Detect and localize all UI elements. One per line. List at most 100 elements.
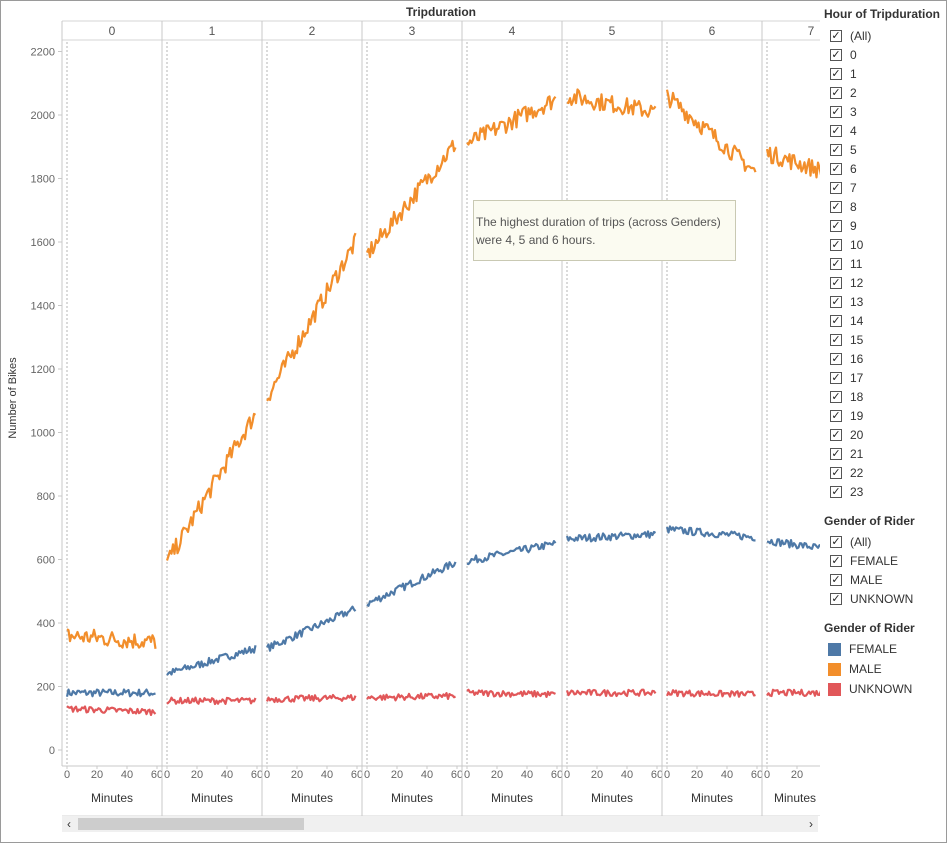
- hour-filter-label: 19: [850, 409, 864, 423]
- checkbox-checked-icon[interactable]: ✓: [830, 409, 842, 422]
- hour-filter-item[interactable]: ✓ 6: [830, 160, 857, 178]
- checkbox-checked-icon[interactable]: ✓: [830, 390, 842, 403]
- x-tick-label: 20: [691, 769, 703, 781]
- checkbox-checked-icon[interactable]: ✓: [830, 371, 842, 384]
- pane-header-label: 1: [209, 24, 216, 38]
- x-tick-label: 60: [351, 769, 363, 781]
- horizontal-scrollbar[interactable]: ‹ ›: [62, 816, 818, 832]
- checkbox-checked-icon[interactable]: ✓: [830, 48, 842, 61]
- checkbox-checked-icon[interactable]: ✓: [830, 295, 842, 308]
- checkbox-checked-icon[interactable]: ✓: [830, 181, 842, 194]
- checkbox-checked-icon[interactable]: ✓: [830, 143, 842, 156]
- legend-label: UNKNOWN: [849, 682, 913, 696]
- checkbox-checked-icon[interactable]: ✓: [830, 276, 842, 289]
- checkbox-checked-icon[interactable]: ✓: [830, 238, 842, 251]
- x-tick-label: 20: [191, 769, 203, 781]
- hour-filter-item[interactable]: ✓ 5: [830, 141, 857, 159]
- hour-filter-item[interactable]: ✓ 12: [830, 274, 863, 292]
- checkbox-checked-icon[interactable]: ✓: [830, 162, 842, 175]
- series-line-male: [365, 139, 457, 259]
- hour-filter-item[interactable]: ✓ 13: [830, 293, 863, 311]
- hour-filter-item[interactable]: ✓ 8: [830, 198, 857, 216]
- checkbox-checked-icon[interactable]: ✓: [830, 29, 842, 42]
- hour-filter-item[interactable]: ✓ 15: [830, 331, 863, 349]
- checkbox-checked-icon[interactable]: ✓: [830, 200, 842, 213]
- legend-swatch: [828, 642, 841, 656]
- hour-filter-item[interactable]: ✓ 11: [830, 255, 862, 273]
- hour-filter-item[interactable]: ✓ 3: [830, 103, 857, 121]
- hour-filter-item[interactable]: ✓ 18: [830, 388, 863, 406]
- hour-filter-label: 3: [850, 105, 857, 119]
- checkbox-checked-icon[interactable]: ✓: [830, 352, 842, 365]
- chart-title: Tripduration: [406, 5, 476, 19]
- hour-filter-item[interactable]: ✓ 22: [830, 464, 863, 482]
- x-tick-label: 40: [721, 769, 733, 781]
- hour-filter-item[interactable]: ✓ 19: [830, 407, 863, 425]
- scroll-thumb[interactable]: [78, 818, 304, 830]
- hour-filter-item[interactable]: ✓ 1: [830, 65, 857, 83]
- checkbox-checked-icon[interactable]: ✓: [830, 485, 842, 498]
- hour-filter-label: 2: [850, 86, 857, 100]
- hour-filter-title: Hour of Tripduration: [824, 7, 940, 21]
- hour-filter-label: 17: [850, 371, 864, 385]
- checkbox-checked-icon[interactable]: ✓: [830, 314, 842, 327]
- scroll-right-arrow[interactable]: ›: [809, 817, 813, 831]
- checkbox-checked-icon[interactable]: ✓: [830, 105, 842, 118]
- series-line-male: [466, 95, 557, 146]
- x-axis-label: Minutes: [691, 791, 733, 805]
- x-tick-label: 20: [391, 769, 403, 781]
- gender-filter-item[interactable]: ✓ MALE: [830, 571, 883, 589]
- legend-item[interactable]: FEMALE: [828, 640, 897, 658]
- pane-header-label: 7: [808, 24, 815, 38]
- legend-item[interactable]: UNKNOWN: [828, 680, 912, 698]
- hour-filter-item[interactable]: ✓ 14: [830, 312, 863, 330]
- series-group: [65, 88, 820, 717]
- series-line-unknown: [166, 696, 257, 706]
- gender-filter-item[interactable]: ✓ (All): [830, 533, 871, 551]
- checkbox-checked-icon[interactable]: ✓: [830, 573, 842, 586]
- checkbox-checked-icon[interactable]: ✓: [830, 86, 842, 99]
- x-tick-label: 0: [564, 769, 570, 781]
- checkbox-checked-icon[interactable]: ✓: [830, 257, 842, 270]
- y-axis-label: Number of Bikes: [7, 357, 19, 439]
- hour-filter-item[interactable]: ✓ 16: [830, 350, 863, 368]
- checkbox-checked-icon[interactable]: ✓: [830, 535, 842, 548]
- hour-filter-item[interactable]: ✓ 4: [830, 122, 857, 140]
- hour-filter-label: 0: [850, 48, 857, 62]
- filter-panel: Hour of Tripduration ✓ (All) ✓ 0 ✓ 1 ✓ 2 ✓ 3 ✓ 4 ✓ 5 ✓ 6…: [820, 0, 947, 843]
- x-tick-label: 60: [551, 769, 563, 781]
- hour-filter-item[interactable]: ✓ 10: [830, 236, 863, 254]
- checkbox-checked-icon[interactable]: ✓: [830, 428, 842, 441]
- checkbox-checked-icon[interactable]: ✓: [830, 447, 842, 460]
- hour-filter-item[interactable]: ✓ 23: [830, 483, 863, 501]
- legend-label: FEMALE: [849, 642, 898, 656]
- checkbox-checked-icon[interactable]: ✓: [830, 219, 842, 232]
- x-axis-label: Minutes: [91, 791, 133, 805]
- checkbox-checked-icon[interactable]: ✓: [830, 554, 842, 567]
- checkbox-checked-icon[interactable]: ✓: [830, 67, 842, 80]
- hour-filter-item[interactable]: ✓ (All): [830, 27, 871, 45]
- y-tick-label: 1000: [31, 428, 55, 440]
- y-tick-label: 1400: [31, 301, 55, 313]
- hour-filter-item[interactable]: ✓ 21: [830, 445, 863, 463]
- checkbox-checked-icon[interactable]: ✓: [830, 333, 842, 346]
- x-tick-label: 0: [264, 769, 270, 781]
- y-tick-label: 2000: [31, 110, 55, 122]
- hour-filter-item[interactable]: ✓ 2: [830, 84, 857, 102]
- hour-filter-item[interactable]: ✓ 7: [830, 179, 857, 197]
- series-line-male: [665, 89, 757, 173]
- checkbox-checked-icon[interactable]: ✓: [830, 466, 842, 479]
- hour-filter-item[interactable]: ✓ 17: [830, 369, 863, 387]
- gender-filter-item[interactable]: ✓ FEMALE: [830, 552, 898, 570]
- checkbox-checked-icon[interactable]: ✓: [830, 592, 842, 605]
- hour-filter-item[interactable]: ✓ 0: [830, 46, 857, 64]
- hour-filter-item[interactable]: ✓ 20: [830, 426, 863, 444]
- hour-filter-label: 4: [850, 124, 857, 138]
- gender-filter-item[interactable]: ✓ UNKNOWN: [830, 590, 913, 608]
- series-line-female: [565, 530, 657, 543]
- hour-filter-item[interactable]: ✓ 9: [830, 217, 857, 235]
- checkbox-checked-icon[interactable]: ✓: [830, 124, 842, 137]
- legend-item[interactable]: MALE: [828, 660, 882, 678]
- scroll-left-arrow[interactable]: ‹: [67, 817, 71, 831]
- series-line-unknown: [66, 705, 157, 717]
